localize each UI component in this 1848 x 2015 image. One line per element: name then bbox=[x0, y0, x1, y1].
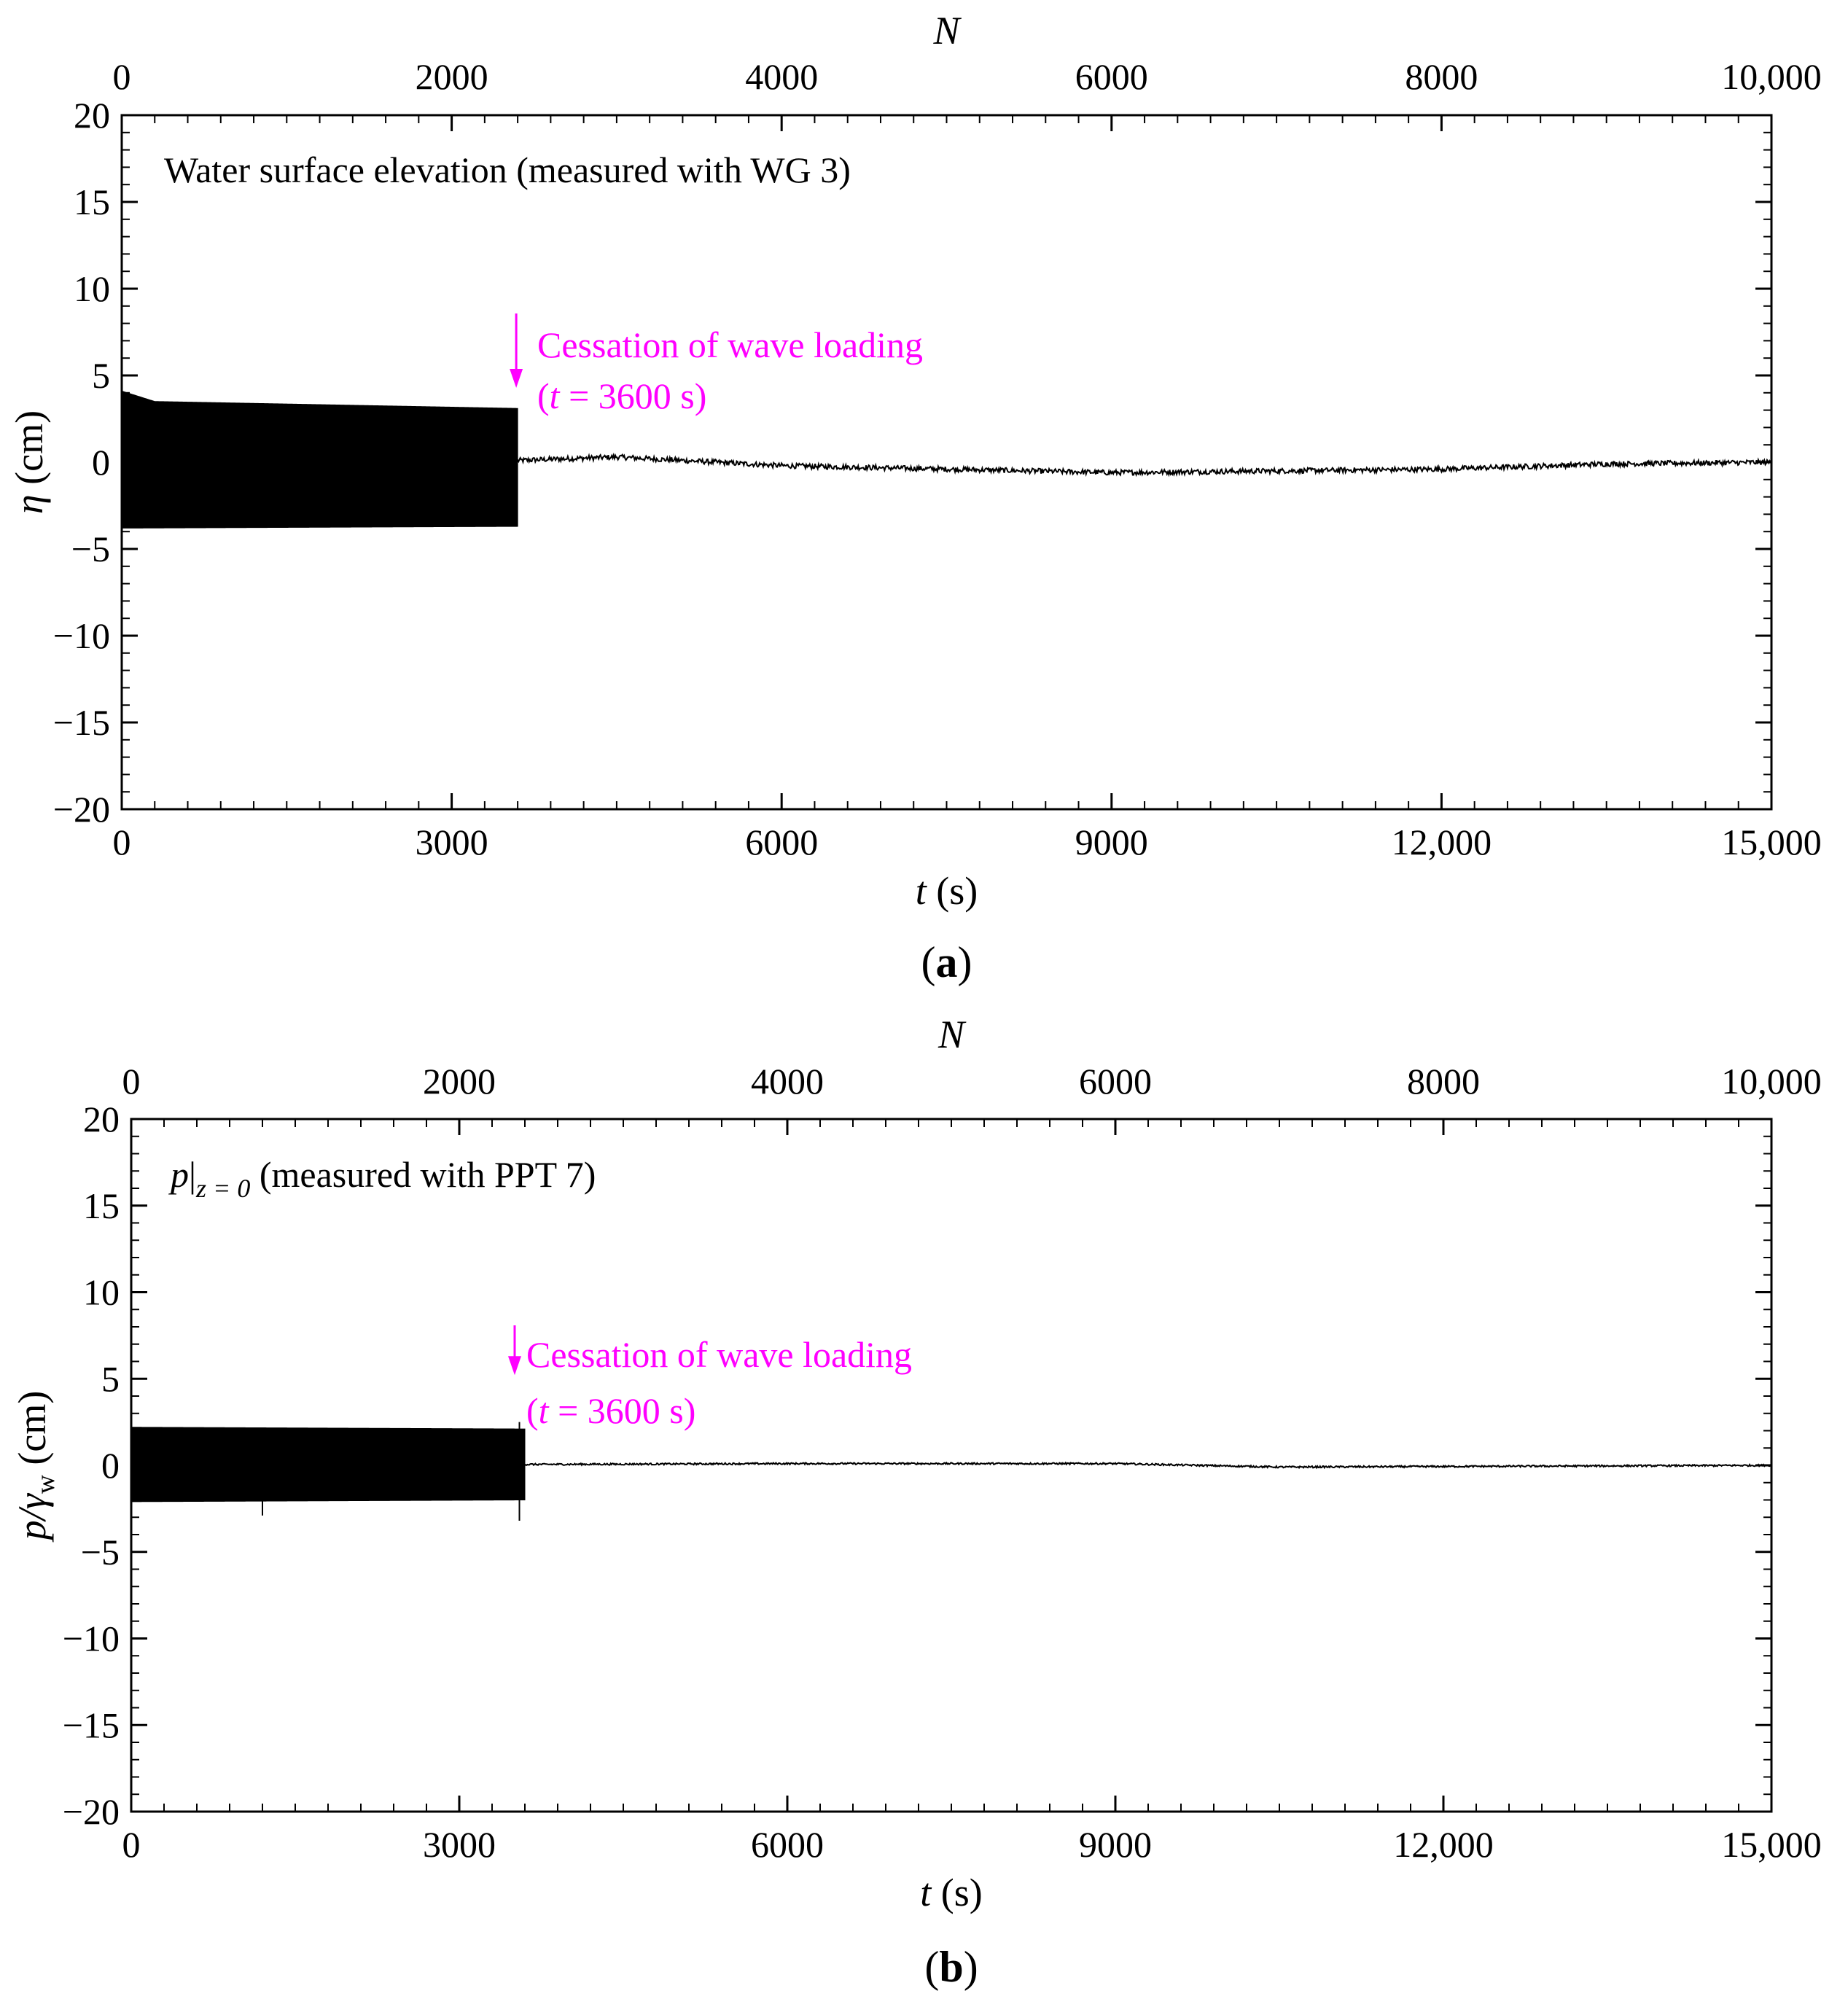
data-line bbox=[517, 452, 1772, 478]
top-x-axis-label: N bbox=[932, 9, 962, 52]
wave-loading-band bbox=[121, 390, 518, 529]
panel-inner-label: p|z = 0 (measured with PPT 7) bbox=[168, 1154, 596, 1203]
inner-label-var: p bbox=[168, 1154, 189, 1195]
annotation-line-1: Cessation of wave loading bbox=[537, 324, 923, 365]
y-tick-label: −20 bbox=[53, 789, 110, 830]
inner-label-bar: | bbox=[189, 1154, 196, 1195]
x-axis-label-unit: (s) bbox=[931, 1871, 982, 1914]
y-tick-label: 0 bbox=[101, 1445, 120, 1486]
top-x-tick-label: 8000 bbox=[1405, 56, 1478, 97]
annotation-open-paren: ( bbox=[537, 375, 550, 416]
wave-loading-band bbox=[130, 1427, 526, 1503]
y-tick-label: −15 bbox=[53, 702, 110, 743]
x-tick-label: 6000 bbox=[745, 822, 818, 862]
panel-label-open: ( bbox=[924, 1943, 939, 1991]
y-tick-label: 5 bbox=[101, 1358, 120, 1399]
annotation-open-paren: ( bbox=[526, 1390, 539, 1431]
top-x-tick-label: 2000 bbox=[416, 56, 488, 97]
annotation-arrow-head bbox=[508, 1356, 521, 1376]
panel-label: (a) bbox=[921, 938, 972, 986]
panel-label-letter: b bbox=[939, 1943, 963, 1991]
y-tick-label: −5 bbox=[71, 529, 110, 569]
y-axis-label: η (cm) bbox=[7, 410, 51, 514]
chart-panel-a: 0 3000 6000 9000 12,000 15,000 0 2000 4000 6000 80… bbox=[7, 9, 1822, 986]
panel-label-open: ( bbox=[921, 938, 936, 986]
x-tick-label: 12,000 bbox=[1392, 822, 1492, 862]
y-axis-label-var: η bbox=[7, 494, 51, 514]
annotation-line-1: Cessation of wave loading bbox=[526, 1334, 912, 1375]
x-tick-label: 6000 bbox=[751, 1824, 824, 1865]
panel-label: (b) bbox=[924, 1943, 978, 1991]
y-tick-label: −20 bbox=[63, 1791, 120, 1832]
x-axis-label: t (s) bbox=[920, 1871, 983, 1914]
annotation-rest: = 3600 s) bbox=[560, 375, 707, 416]
y-tick-label: 10 bbox=[83, 1272, 120, 1313]
x-axis-label-var: t bbox=[916, 869, 928, 913]
y-tick-label: 20 bbox=[74, 95, 110, 136]
top-x-tick-label: 10,000 bbox=[1721, 56, 1822, 97]
top-x-tick-label: 0 bbox=[122, 1061, 141, 1102]
panel-label-close: ) bbox=[958, 938, 972, 986]
top-x-tick-label: 2000 bbox=[423, 1061, 496, 1102]
top-x-tick-label: 4000 bbox=[745, 56, 818, 97]
annotation-var: t bbox=[550, 375, 561, 416]
inner-label-rest: (measured with PPT 7) bbox=[250, 1154, 596, 1195]
top-x-tick-label: 8000 bbox=[1407, 1061, 1480, 1102]
top-x-tick-label: 0 bbox=[113, 56, 131, 97]
x-tick-label: 9000 bbox=[1079, 1824, 1152, 1865]
panel-label-close: ) bbox=[964, 1943, 978, 1991]
x-tick-label: 9000 bbox=[1075, 822, 1148, 862]
y-tick-label: 15 bbox=[74, 182, 110, 222]
panel-label-letter: a bbox=[936, 938, 958, 986]
y-tick-label: −10 bbox=[63, 1618, 120, 1659]
top-x-tick-label: 6000 bbox=[1079, 1061, 1152, 1102]
x-tick-label: 0 bbox=[122, 1824, 141, 1865]
y-axis-label-var: p/γ bbox=[10, 1492, 54, 1543]
annotation-line-2: (t = 3600 s) bbox=[537, 375, 706, 416]
y-tick-label: 0 bbox=[92, 442, 110, 483]
y-tick-label: 5 bbox=[92, 355, 110, 396]
top-x-tick-label: 10,000 bbox=[1721, 1061, 1822, 1102]
top-x-axis-label: N bbox=[937, 1013, 967, 1056]
annotation-var: t bbox=[539, 1390, 550, 1431]
x-axis-label-var: t bbox=[920, 1871, 932, 1914]
y-axis-label-unit: (cm) bbox=[7, 410, 51, 494]
y-tick-label: −5 bbox=[81, 1532, 120, 1572]
annotation-line-2: (t = 3600 s) bbox=[526, 1390, 695, 1431]
y-tick-label: 20 bbox=[83, 1099, 120, 1139]
y-tick-label: −15 bbox=[63, 1704, 120, 1745]
x-tick-label: 3000 bbox=[416, 822, 488, 862]
y-tick-label: −10 bbox=[53, 615, 110, 656]
chart-panel-b: 0 3000 6000 9000 12,000 15,000 0 2000 4000 6000 80… bbox=[10, 1013, 1822, 1991]
x-tick-label: 12,000 bbox=[1393, 1824, 1494, 1865]
x-axis-label: t (s) bbox=[916, 869, 978, 913]
x-tick-label: 0 bbox=[113, 822, 131, 862]
x-tick-label: 15,000 bbox=[1721, 822, 1822, 862]
x-tick-label: 3000 bbox=[423, 1824, 496, 1865]
y-tick-label: 10 bbox=[74, 268, 110, 309]
panel-inner-label: Water surface elevation (measured with W… bbox=[164, 149, 851, 190]
x-tick-label: 15,000 bbox=[1721, 1824, 1822, 1865]
top-x-tick-label: 4000 bbox=[751, 1061, 824, 1102]
data-line bbox=[524, 1461, 1772, 1470]
y-axis-label-sub: w bbox=[31, 1475, 60, 1494]
x-axis-label-unit: (s) bbox=[927, 869, 978, 913]
inner-label-sub: z = 0 bbox=[195, 1174, 250, 1203]
annotation-arrow-head bbox=[510, 369, 523, 389]
annotation-rest: = 3600 s) bbox=[549, 1390, 696, 1431]
y-tick-label: 15 bbox=[83, 1185, 120, 1226]
y-axis-label-unit: (cm) bbox=[10, 1391, 54, 1475]
top-x-tick-label: 6000 bbox=[1075, 56, 1148, 97]
y-axis-label: p/γw (cm) bbox=[10, 1391, 60, 1543]
